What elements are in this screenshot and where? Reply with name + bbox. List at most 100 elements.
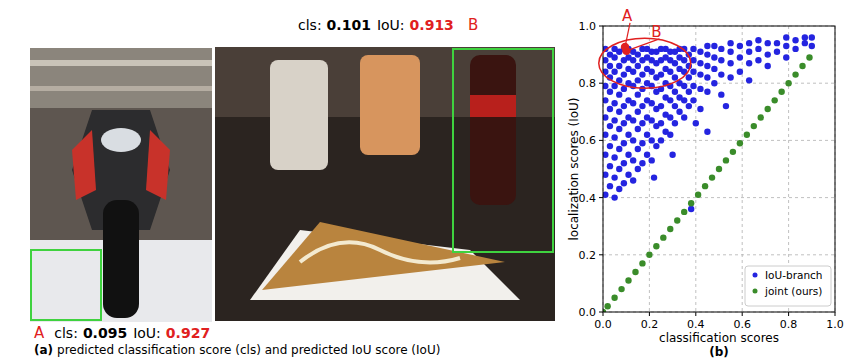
scatter-point [607,183,613,189]
scatter-point [603,83,609,89]
scatter-point [635,166,641,172]
tick-label: 0.4 [579,192,597,205]
tick-mark [599,312,603,313]
scatter-point [783,54,789,60]
scatter-point [667,226,673,232]
scatter-point [730,149,736,155]
tick-mark [603,312,604,316]
scatter-point [690,97,696,103]
scatter-point [746,60,752,66]
scatter-point [681,57,687,63]
plot-frame [603,26,835,312]
legend-label: joint (ours) [764,285,822,297]
tick-label: 1.0 [579,20,597,33]
scatter-point [635,146,641,152]
caption-b: (b) [709,345,729,358]
series-1 [603,34,815,212]
scatter-point [667,69,673,75]
scatter-point [649,117,655,123]
scatter-point [727,40,733,46]
scatter-point [607,163,613,169]
scatter-point [783,34,789,40]
scatter-point [611,174,617,180]
scatter-point [672,60,678,66]
scatter-point [603,114,609,120]
scatter-point [607,143,613,149]
scatter-point [711,66,717,72]
scatter-point [681,209,687,215]
scatter-point [702,183,708,189]
scatter-point [635,109,641,115]
scatter-point [644,152,650,158]
scatter-point [603,57,609,63]
scatter-point [607,63,613,69]
y-axis-label: localization scores (IoU) [567,97,581,240]
scatter-point [688,206,694,212]
cls-label: cls: [298,17,322,33]
scatter-point [806,54,812,60]
scatter-point [625,131,631,137]
scatter-point [704,51,710,57]
scatter-point [607,89,613,95]
legend: IoU-branchjoint (ours) [745,266,831,306]
scatter-point [785,80,791,86]
grid-line [603,140,835,141]
panel-letter: B [468,16,478,34]
scatter-point [635,63,641,69]
scatter-point [603,192,609,198]
scatter-point [799,63,805,69]
scatter-point [686,89,692,95]
scatter-point [621,140,627,146]
scatter-point [639,120,645,126]
scatter-point [718,91,724,97]
scatter-point [681,83,687,89]
scatter-point [792,37,798,43]
scatter-point [774,49,780,55]
scatter-point [686,103,692,109]
scatter-point [603,131,609,137]
scatter-point [737,140,743,146]
scatter-point [697,71,703,77]
scatter-point [621,120,627,126]
scatter-point [618,286,624,292]
scatter-point [621,71,627,77]
fairing-right [146,130,170,200]
scatter-point [630,157,636,163]
scatter-point [630,117,636,123]
photo-background [215,47,555,321]
scatter-point [630,137,636,143]
scatter-point [616,91,622,97]
scatter-point [704,63,710,69]
tick-mark [599,254,603,255]
iou-label: IoU: [377,17,405,33]
scatter-point [690,69,696,75]
caption-a: (a)predicted classification score (cls) … [34,343,440,357]
annotation-label: B [651,23,661,41]
scatter-point [727,74,733,80]
scatter-point [667,131,673,137]
fairing-left [72,130,96,200]
iou-value: 0.913 [410,17,454,33]
cls-value: 0.101 [327,17,371,33]
scatter-point [639,103,645,109]
scatter-point [639,140,645,146]
scatter-point [802,40,808,46]
scatter-point [616,146,622,152]
legend-marker [753,273,758,278]
bottle-label [470,95,516,117]
tick-label: 0.2 [579,249,597,262]
scatter-point [616,166,622,172]
score-text: cls: 0.101 IoU: 0.913 B [298,16,478,34]
scatter-point [802,34,808,40]
scatter-point [697,86,703,92]
scatter-point [771,97,777,103]
scatter-point [653,143,659,149]
scatter-point [711,43,717,49]
tick-mark [599,197,603,198]
scatter-point [686,74,692,80]
scatter-point [611,134,617,140]
scatter-point [690,83,696,89]
grid-line [603,254,835,255]
scatter-point [697,49,703,55]
tick-label: 0.8 [579,77,597,90]
